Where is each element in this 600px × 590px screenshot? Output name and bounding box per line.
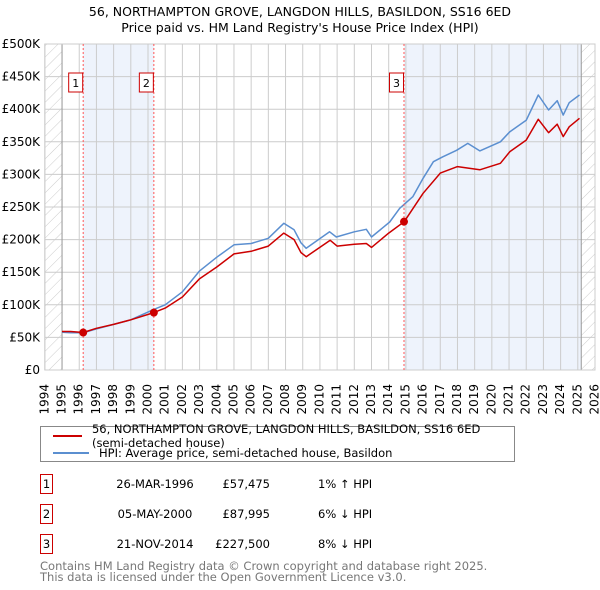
sale-point [149,308,158,317]
y-tick-label: £0 [25,363,40,377]
y-tick-label: £150K [2,265,42,279]
x-tick-label: 2010 [312,384,326,415]
x-tick-label: 1997 [89,384,103,415]
sale-label-box [388,72,404,93]
x-tick-label: 2023 [536,384,550,415]
sale-label: 2 [143,77,150,90]
sale-price: £57,475 [222,477,270,491]
red-line-swatch [53,435,82,437]
sale-row: 2 05-MAY-2000 £87,995 6% ↓ HPI [40,504,440,524]
blue-line-swatch [53,452,89,454]
x-tick-label: 1999 [123,384,137,415]
x-tick-label: 1996 [72,384,86,415]
y-tick-label: £350K [2,135,42,149]
legend-item-property: 56, NORTHAMPTON GROVE, LANGDON HILLS, BA… [53,422,514,450]
x-tick-label: 2001 [158,384,172,415]
x-tick-label: 1998 [106,384,120,415]
legend-label-hpi: HPI: Average price, semi-detached house,… [99,446,393,460]
x-tick-label: 2005 [226,384,240,415]
y-tick-label: £500K [2,37,42,51]
sale-label-box [138,72,154,93]
x-tick-label: 2017 [433,384,447,415]
x-tick-label: 2019 [467,384,481,415]
chart-title: 56, NORTHAMPTON GROVE, LANGDON HILLS, BA… [88,4,512,19]
legend: 56, NORTHAMPTON GROVE, LANGDON HILLS, BA… [40,422,515,462]
sale-point [79,328,88,337]
x-tick-label: 2008 [278,384,292,415]
sale-marker-badge: 3 [40,534,53,554]
y-tick-label: £250K [2,200,42,214]
legend-item-hpi: HPI: Average price, semi-detached house,… [53,445,392,461]
sale-marker-badge: 2 [40,504,53,524]
chart-subtitle: Price paid vs. HM Land Registry's House … [121,20,479,35]
sale-price: £227,500 [215,537,270,551]
x-tick-label: 2020 [484,384,498,415]
x-tick-label: 2024 [553,384,567,415]
x-tick-label: 2013 [364,384,378,415]
x-tick-label: 2026 [588,384,600,415]
hpi-line [61,94,580,334]
x-tick-label: 2002 [175,384,189,415]
sale-row: 3 21-NOV-2014 £227,500 8% ↓ HPI [40,534,440,554]
sale-row: 1 26-MAR-1996 £57,475 1% ↑ HPI [40,474,440,494]
x-tick-label: 2022 [519,384,533,415]
x-tick-label: 2004 [209,384,223,415]
sale-marker-badge: 1 [40,474,53,494]
x-tick-label: 2007 [261,384,275,415]
x-tick-label: 2003 [192,384,206,415]
legend-label-property: 56, NORTHAMPTON GROVE, LANGDON HILLS, BA… [91,422,481,450]
sale-hpi-diff: 8% ↓ HPI [318,537,373,551]
x-tick-label: 2015 [398,384,412,415]
x-tick-label: 2021 [502,384,516,415]
x-tick-label: 2018 [450,384,464,415]
footer-copyright: Contains HM Land Registry data © Crown c… [40,559,488,573]
sale-date: 26-MAR-1996 [116,477,194,491]
y-tick-label: £100K [2,298,42,312]
x-tick-label: 2000 [141,384,155,415]
x-tick-label: 2025 [570,384,584,415]
sale-label: 1 [72,77,79,90]
sale-label: 3 [393,77,400,90]
sale-point [399,217,408,226]
x-tick-label: 1995 [55,384,69,415]
x-tick-label: 2009 [295,384,309,415]
sale-date: 21-NOV-2014 [116,537,194,551]
plot-frame [44,43,596,371]
sale-hpi-diff: 1% ↑ HPI [318,477,373,491]
footer-licence: This data is licensed under the Open Gov… [40,570,407,584]
x-tick-label: 2011 [330,384,344,415]
sale-label-box [68,72,84,93]
x-tick-label: 2006 [244,384,258,415]
x-tick-label: 2016 [416,384,430,415]
y-tick-label: £200K [2,233,42,247]
x-tick-label: 1994 [37,384,51,415]
x-tick-label: 2014 [381,384,395,415]
sale-price: £87,995 [222,507,270,521]
sale-hpi-diff: 6% ↓ HPI [318,507,373,521]
y-tick-label: £50K [9,330,41,344]
y-tick-label: £400K [2,102,42,116]
y-tick-label: £300K [2,167,42,181]
sale-date: 05-MAY-2000 [117,507,193,521]
x-tick-label: 2012 [347,384,361,415]
y-tick-label: £450K [2,70,42,84]
